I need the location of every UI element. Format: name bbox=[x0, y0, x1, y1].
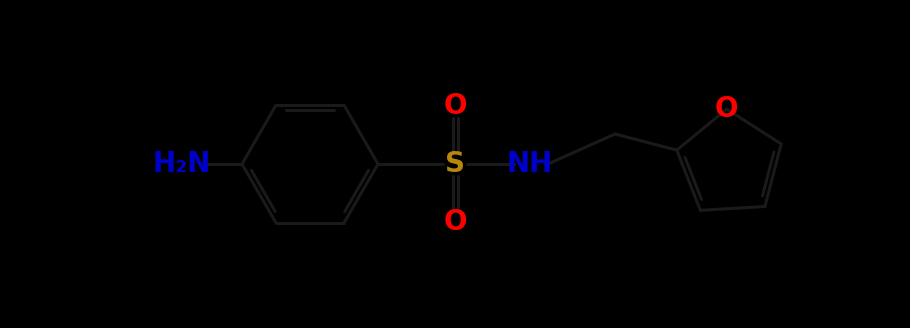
Text: O: O bbox=[715, 95, 739, 123]
Text: O: O bbox=[443, 92, 467, 120]
Text: O: O bbox=[443, 208, 467, 236]
Text: S: S bbox=[445, 150, 465, 178]
Text: H₂N: H₂N bbox=[153, 150, 211, 178]
Text: NH: NH bbox=[507, 150, 553, 178]
